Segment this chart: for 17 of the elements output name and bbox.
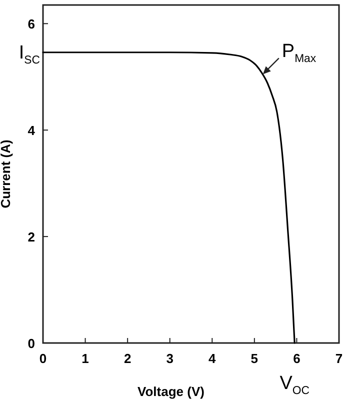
x-tick-label: 4	[208, 351, 217, 366]
y-tick-label: 4	[28, 123, 36, 138]
annotation: I$_{SC}$	[18, 42, 40, 66]
annotation: V$_{OC}$	[280, 373, 310, 397]
y-tick-label: 0	[28, 336, 35, 351]
x-axis-title: Voltage (V)	[138, 384, 204, 399]
x-tick-label: 0	[39, 351, 47, 366]
x-tick-label: 6	[293, 351, 300, 366]
x-tick-label: 7	[335, 351, 343, 366]
y-axis-title: Current (A)	[0, 140, 13, 208]
y-tick-label: 6	[28, 16, 35, 32]
x-tick-label: 5	[250, 351, 258, 366]
x-tick-label: 3	[166, 351, 174, 366]
annotation: P$_{Max}$	[282, 41, 316, 66]
x-tick-label: 1	[82, 351, 89, 366]
x-tick-label: 2	[124, 351, 132, 366]
y-tick-label: 2	[28, 230, 35, 245]
